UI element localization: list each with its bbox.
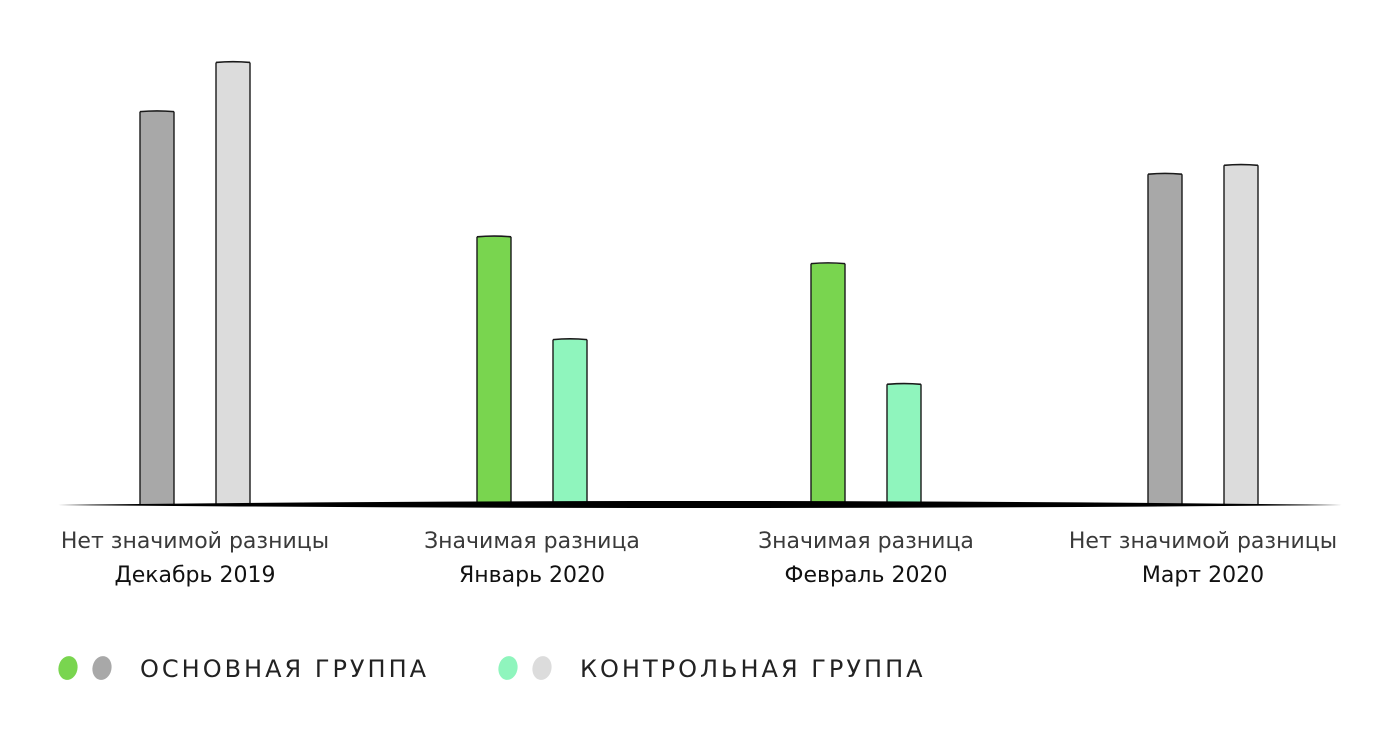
- legend-swatch-0-0: [58, 656, 78, 680]
- bar-edge-control-0: [215, 62, 251, 505]
- bar-cap-control-0: [215, 60, 251, 64]
- bar-edge-main-1: [476, 236, 512, 505]
- bar-edge-control-1: [552, 339, 588, 505]
- bar-edge-control-2: [886, 384, 922, 505]
- category-period-label: Декабрь 2019: [115, 563, 276, 588]
- legend-swatch-0-1: [92, 656, 112, 680]
- bar-control-0: [216, 62, 250, 505]
- category-period-label: Март 2020: [1142, 563, 1264, 588]
- legend-label-0: ОСНОВНАЯ ГРУППА: [140, 655, 429, 683]
- bars-group: [139, 60, 1259, 506]
- legend-swatch-1-1: [532, 656, 552, 680]
- bar-cap-control-3: [1223, 163, 1259, 167]
- bar-cap-control-2: [886, 382, 922, 386]
- bar-control-1: [553, 339, 587, 505]
- bar-edge-control-3: [1223, 165, 1259, 505]
- legend-label-1: КОНТРОЛЬНАЯ ГРУППА: [580, 655, 926, 683]
- bar-cap-main-3: [1147, 172, 1183, 176]
- bar-edge-main-3: [1147, 174, 1183, 505]
- category-period-label: Январь 2020: [459, 563, 605, 588]
- category-status-label: Нет значимой разницы: [61, 529, 329, 554]
- bar-cap-main-0: [139, 110, 175, 113]
- bar-edge-main-0: [139, 111, 175, 505]
- bar-cap-main-2: [810, 262, 846, 265]
- legend: ОСНОВНАЯ ГРУППА КОНТРОЛЬНАЯ ГРУППА: [58, 655, 926, 683]
- bar-control-2: [887, 384, 921, 505]
- category-status-label: Значимая разница: [424, 529, 640, 554]
- category-labels: Нет значимой разницы Декабрь 2019 Значимая…: [61, 529, 1337, 588]
- legend-swatch-1-0: [498, 656, 518, 680]
- bar-main-1: [477, 236, 511, 506]
- bar-cap-main-1: [476, 235, 512, 238]
- bar-control-3: [1224, 165, 1258, 505]
- x-axis-baseline: [58, 501, 1342, 508]
- bar-cap-control-1: [552, 338, 588, 341]
- bar-main-2: [811, 263, 845, 505]
- category-period-label: Февраль 2020: [785, 563, 948, 588]
- category-status-label: Нет значимой разницы: [1069, 529, 1337, 554]
- bar-edge-main-2: [810, 263, 846, 505]
- category-status-label: Значимая разница: [758, 529, 974, 554]
- bar-main-0: [140, 111, 174, 505]
- bar-main-3: [1148, 174, 1182, 505]
